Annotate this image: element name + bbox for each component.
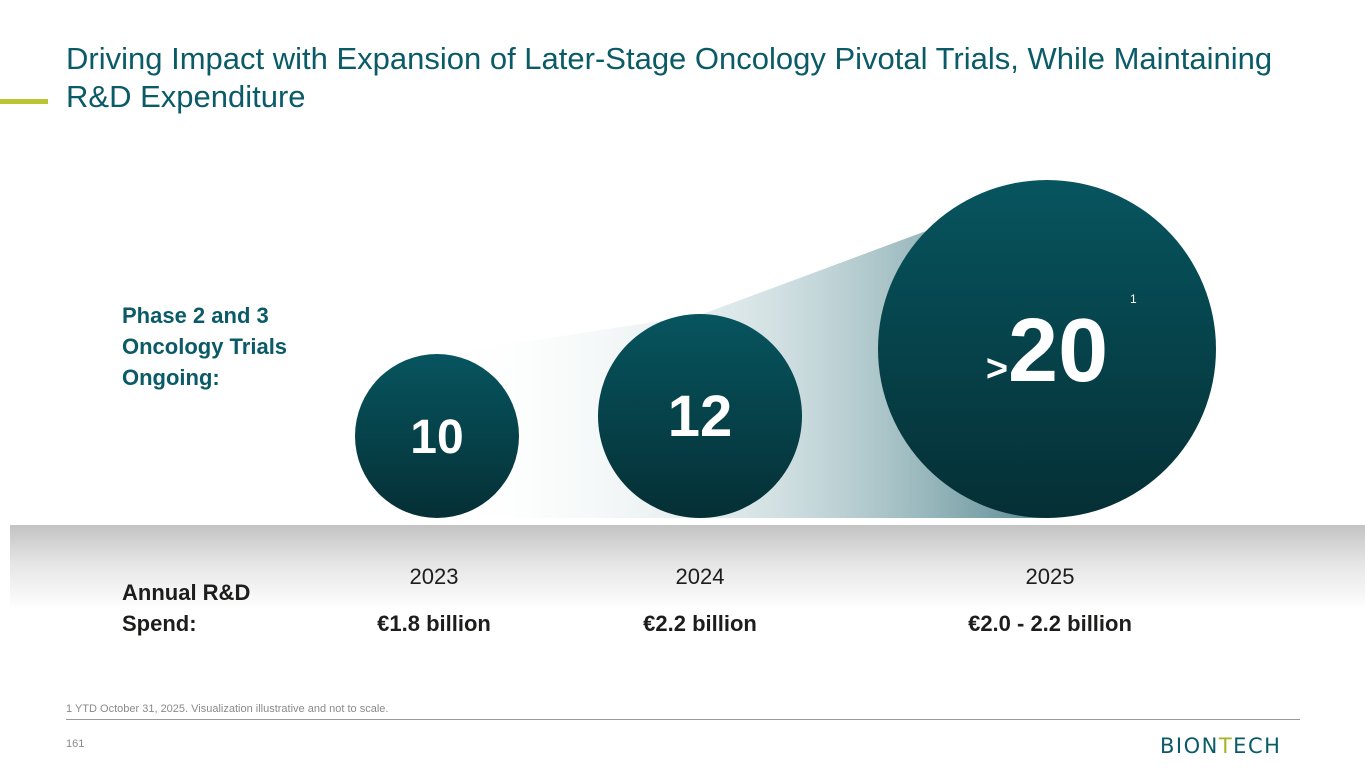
logo-part-2: T [1218,734,1234,758]
bubble-number-2025: 20 [1008,301,1108,401]
logo-part-3: ECH [1233,734,1282,758]
bubble-2025 [878,180,1216,518]
bubble-value-2023: 10 [410,411,463,464]
year-label-2023: 2023 [409,564,459,589]
bubble-value-2025: >20 [986,301,1108,401]
floor-shelf [10,525,1365,610]
bubble-number-2023: 10 [410,411,463,464]
page-number: 161 [66,738,85,750]
bubble-number-2024: 12 [668,384,733,449]
slide-title: Driving Impact with Expansion of Later-S… [66,41,1273,114]
rd-spend-label: Annual R&D Spend: [122,580,251,636]
year-label-2024: 2024 [675,564,725,589]
bubble-2023 [355,354,519,518]
rd-spend-2024: €2.2 billion [643,611,757,636]
rd-spend-2023: €1.8 billion [377,611,491,636]
footnote-mark-2025: 1 [1130,292,1137,306]
year-label-2025: 2025 [1025,564,1075,589]
biontech-logo: BIONTECH [1160,734,1281,758]
logo-part-1: BION [1160,734,1219,758]
footnote: 1 YTD October 31, 2025. Visualization il… [66,703,389,715]
footer-divider [66,719,1300,720]
trials-label: Phase 2 and 3 Oncology Trials Ongoing: [122,303,288,390]
bubble-value-2024: 12 [668,384,733,449]
bubble-prefix-2025: > [986,348,1008,390]
bubble-2024 [598,314,802,518]
accent-bar [0,99,48,104]
rd-spend-2025: €2.0 - 2.2 billion [968,611,1132,636]
